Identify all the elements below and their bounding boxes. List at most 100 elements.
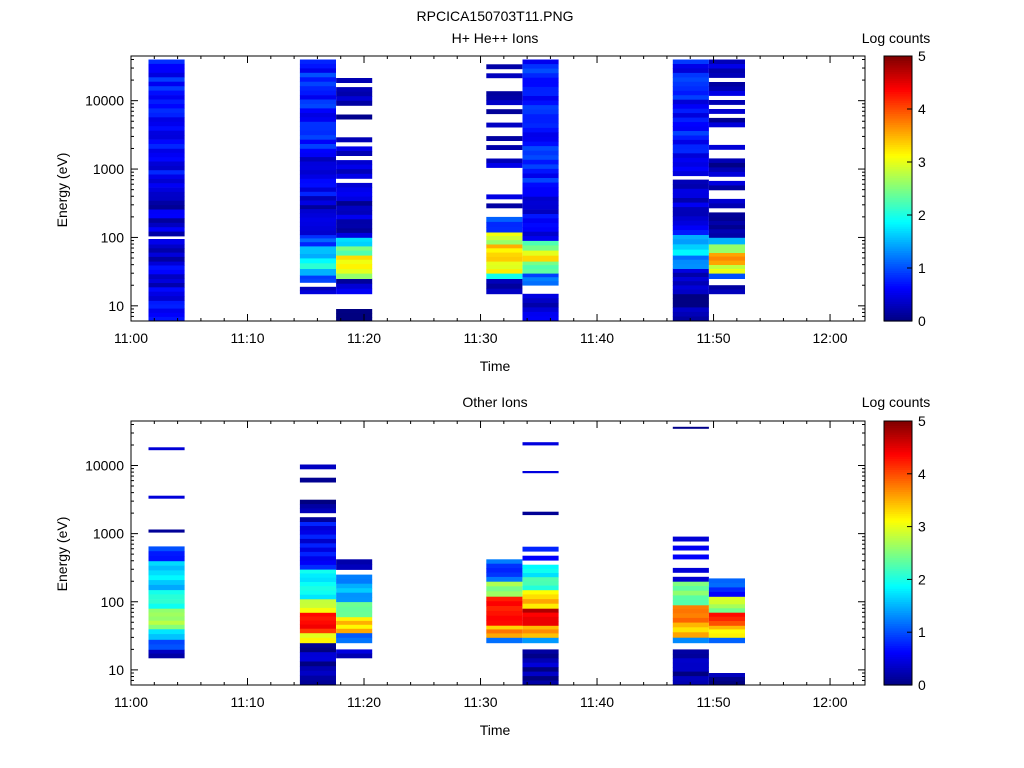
spectrogram-bin [522,649,559,655]
spectrogram-bin [708,629,745,634]
spectrogram-bin [522,612,559,618]
spectrogram-bin [299,161,336,167]
colorbar-swatch [884,577,912,580]
spectrogram-bin [148,256,185,262]
colorbar-swatch [884,641,912,644]
spectrogram-bin [148,308,185,314]
colorbar-swatch [884,652,912,655]
spectrogram-bin [672,622,709,628]
colorbar-swatch [884,201,912,205]
spectrogram-bin [672,117,709,123]
spectrogram-bin [672,244,709,251]
colorbar-swatch [884,168,912,172]
colorbar-swatch [884,456,912,459]
colorbar-tick-label: 3 [918,519,926,535]
spectrogram-bin [522,564,559,570]
colorbar-swatch [884,638,912,642]
colorbar-swatch [884,93,912,97]
spectrogram-bin [299,590,336,596]
spectrogram-bin [148,72,185,78]
y-tick-label: 1000 [93,161,124,177]
panel-bottom-colorbar-label: Log counts [862,394,931,410]
x-tick-label: 11:30 [464,694,498,710]
colorbar-swatch [884,621,912,624]
colorbar-tick-label: 5 [918,48,926,64]
colorbar-swatch [884,307,912,311]
colorbar-swatch [884,465,912,468]
spectrogram-bin [672,188,709,194]
colorbar-swatch [884,674,912,677]
colorbar-swatch [884,663,912,666]
spectrogram-bin [522,59,559,65]
colorbar-swatch [884,550,912,554]
colorbar-swatch [884,553,912,556]
spectrogram-bin [336,201,373,207]
spectrogram-bin [708,578,745,584]
colorbar-swatch [884,561,912,565]
spectrogram-bin [672,193,709,199]
colorbar-swatch [884,665,912,668]
spectrogram-bin [299,642,336,648]
spectrogram-bin [148,157,185,162]
colorbar-swatch [884,80,912,84]
colorbar-swatch [884,603,912,607]
x-tick-label: 11:20 [347,694,381,710]
colorbar-swatch [884,667,912,671]
spectrogram-bin [672,230,709,235]
spectrogram-bin [148,261,185,266]
colorbar-swatch [884,601,912,605]
spectrogram-bin [672,122,709,127]
spectrogram-bin [522,621,559,626]
spectrogram-bin [522,127,559,133]
colorbar-swatch [884,557,912,561]
spectrogram-bin [708,162,745,168]
spectrogram-bin [336,250,373,256]
spectrogram-bin [299,90,336,96]
colorbar-swatch [884,58,912,62]
colorbar-swatch [884,179,912,183]
colorbar-swatch [884,294,912,298]
spectrogram-bin [708,158,745,164]
spectrogram-bin [486,248,523,253]
spectrogram-bin [148,205,185,210]
spectrogram-bin [708,225,745,230]
spectrogram-bin [672,198,709,203]
spectrogram-bin [148,634,185,640]
spectrogram-bin [708,198,745,204]
spectrogram-bin [672,139,709,145]
spectrogram-bin [522,68,559,74]
colorbar-tick-label: 4 [918,466,926,482]
spectrogram-bin [299,187,336,193]
spectrogram-bin [486,216,523,223]
spectrogram-bin [148,104,185,109]
colorbar-swatch [884,592,912,596]
spectrogram-bin [672,211,709,217]
spectrogram-bin [522,82,559,88]
spectrogram-bin [299,680,336,686]
spectrogram-bin [336,91,373,97]
colorbar-swatch [884,566,912,569]
spectrogram-bin [299,178,336,184]
colorbar-swatch [884,559,912,563]
spectrogram-bin [299,530,336,535]
colorbar-swatch [884,279,912,282]
colorbar-swatch [884,285,912,289]
spectrogram-bin [299,666,336,672]
spectrogram-bin [299,594,336,600]
spectrogram-bin [486,576,523,582]
colorbar-swatch [884,537,912,541]
spectrogram-bin [672,586,709,592]
spectrogram-bin [522,667,559,673]
spectrogram-bin [148,99,185,105]
spectrogram-bin [708,608,745,613]
spectrogram-bin [672,545,709,551]
colorbar-swatch [884,113,912,117]
colorbar-swatch [884,440,912,444]
spectrogram-bin [708,171,745,177]
spectrogram-bin [486,559,523,565]
spectrogram-bin [708,273,745,279]
spectrogram-bin [522,603,559,609]
colorbar-swatch [884,137,912,141]
colorbar-swatch [884,263,912,267]
spectrogram-bin [336,160,373,166]
